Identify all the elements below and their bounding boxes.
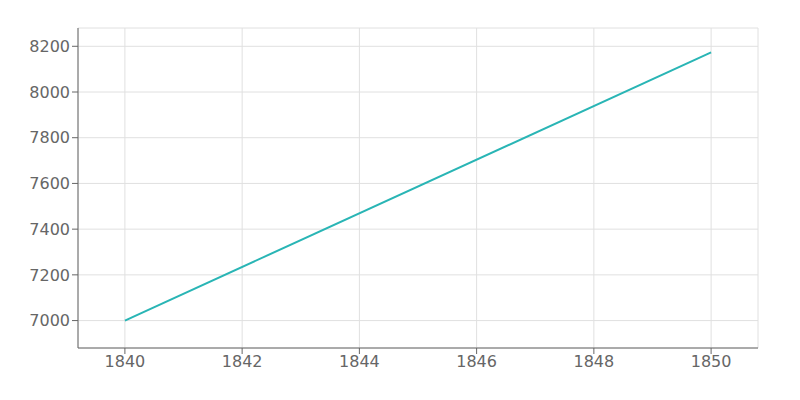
svg-text:1848: 1848 [574,352,615,371]
svg-text:7200: 7200 [29,266,70,285]
svg-text:1840: 1840 [105,352,146,371]
svg-text:7000: 7000 [29,311,70,330]
svg-text:7600: 7600 [29,174,70,193]
svg-text:1846: 1846 [456,352,497,371]
svg-text:7400: 7400 [29,220,70,239]
svg-text:8200: 8200 [29,37,70,56]
svg-text:8000: 8000 [29,83,70,102]
svg-text:1842: 1842 [222,352,263,371]
svg-text:7800: 7800 [29,128,70,147]
svg-text:1844: 1844 [339,352,380,371]
svg-text:1850: 1850 [691,352,732,371]
